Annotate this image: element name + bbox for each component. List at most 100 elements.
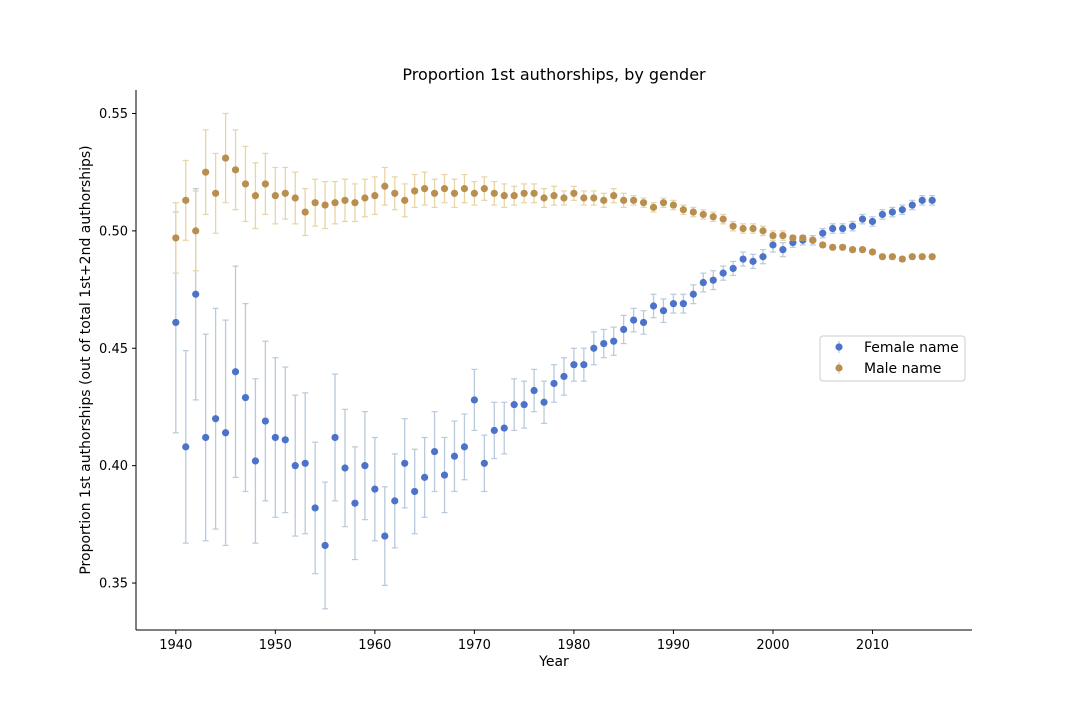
- data-point: [878, 210, 887, 219]
- data-point: [749, 257, 757, 265]
- data-point: [361, 194, 369, 202]
- data-point: [371, 485, 379, 493]
- data-point: [560, 194, 568, 202]
- data-point: [610, 337, 618, 345]
- x-tick-label: 1970: [458, 638, 491, 653]
- data-point: [261, 180, 269, 188]
- data-point: [580, 361, 588, 369]
- data-point: [520, 189, 528, 197]
- data-point: [221, 429, 230, 437]
- data-point: [421, 473, 429, 481]
- data-point: [212, 415, 220, 423]
- data-point: [719, 215, 727, 223]
- data-point: [391, 497, 399, 505]
- data-point: [411, 187, 419, 195]
- data-point: [868, 248, 877, 256]
- data-point: [192, 290, 200, 298]
- data-point: [739, 224, 747, 233]
- data-point: [221, 154, 230, 162]
- data-point: [550, 192, 558, 200]
- data-point: [480, 185, 488, 193]
- data-point: [182, 196, 190, 204]
- data-point: [172, 234, 180, 242]
- data-point: [639, 199, 648, 207]
- data-point: [699, 278, 707, 287]
- data-point: [839, 243, 847, 251]
- data-point: [301, 459, 309, 467]
- data-point: [630, 316, 638, 324]
- data-point: [600, 196, 608, 204]
- data-point: [908, 253, 916, 261]
- data-point: [878, 253, 887, 261]
- data-point: [699, 210, 707, 219]
- data-point: [261, 417, 269, 425]
- plot-area: [172, 112, 936, 610]
- data-point: [560, 372, 568, 381]
- data-point: [659, 199, 668, 207]
- data-point: [470, 189, 478, 197]
- data-point: [202, 168, 210, 176]
- data-point: [251, 192, 260, 200]
- y-tick-label: 0.40: [99, 459, 128, 474]
- data-point: [689, 290, 697, 298]
- data-point: [600, 339, 608, 348]
- data-point: [341, 464, 349, 472]
- data-point: [251, 457, 260, 465]
- x-tick-label: 1990: [657, 638, 690, 653]
- data-point: [669, 300, 678, 308]
- data-point: [231, 368, 240, 376]
- data-point: [819, 241, 827, 249]
- data-point: [898, 255, 906, 263]
- data-point: [729, 222, 737, 230]
- x-tick-label: 1980: [557, 638, 590, 653]
- data-point: [490, 426, 498, 435]
- data-point: [460, 185, 469, 193]
- data-point: [669, 201, 678, 209]
- data-point: [759, 227, 767, 235]
- data-point: [530, 189, 538, 197]
- data-point: [401, 196, 409, 204]
- x-tick-label: 1940: [159, 638, 192, 653]
- data-point: [321, 201, 329, 209]
- x-ticks: 1940 1950 1960 1970 1980 1990 2000 2010: [159, 630, 889, 653]
- data-point: [430, 447, 439, 456]
- data-point: [839, 224, 847, 233]
- data-point: [440, 471, 449, 479]
- data-point: [580, 194, 588, 202]
- data-point: [829, 243, 837, 251]
- data-point: [689, 208, 697, 216]
- data-point: [281, 436, 289, 444]
- series-1: [172, 112, 936, 274]
- legend-marker: [835, 364, 843, 372]
- x-axis-label: Year: [538, 654, 569, 670]
- y-tick-label: 0.45: [99, 342, 128, 357]
- data-point: [440, 185, 449, 193]
- data-point: [620, 325, 628, 334]
- data-point: [172, 318, 180, 327]
- data-point: [759, 253, 767, 261]
- data-point: [281, 189, 289, 197]
- data-point: [381, 532, 389, 540]
- data-point: [928, 196, 936, 204]
- data-point: [848, 222, 857, 230]
- data-point: [679, 206, 687, 214]
- data-point: [540, 398, 548, 406]
- data-point: [271, 192, 279, 200]
- data-point: [679, 300, 687, 308]
- legend-label: Female name: [864, 340, 959, 356]
- legend-entries: Female name Male name: [835, 340, 959, 377]
- data-point: [192, 227, 200, 235]
- data-point: [858, 246, 867, 254]
- legend-label: Male name: [864, 361, 941, 377]
- data-point: [241, 180, 250, 188]
- data-point: [311, 199, 319, 207]
- data-point: [639, 318, 648, 327]
- y-ticks: 0.35 0.40 0.45 0.50 0.55: [99, 107, 136, 592]
- data-point: [271, 433, 279, 442]
- data-point: [371, 192, 379, 200]
- data-point: [898, 206, 906, 214]
- data-point: [570, 189, 578, 197]
- data-point: [450, 189, 459, 197]
- x-tick-label: 2000: [756, 638, 789, 653]
- x-tick-label: 2010: [856, 638, 889, 653]
